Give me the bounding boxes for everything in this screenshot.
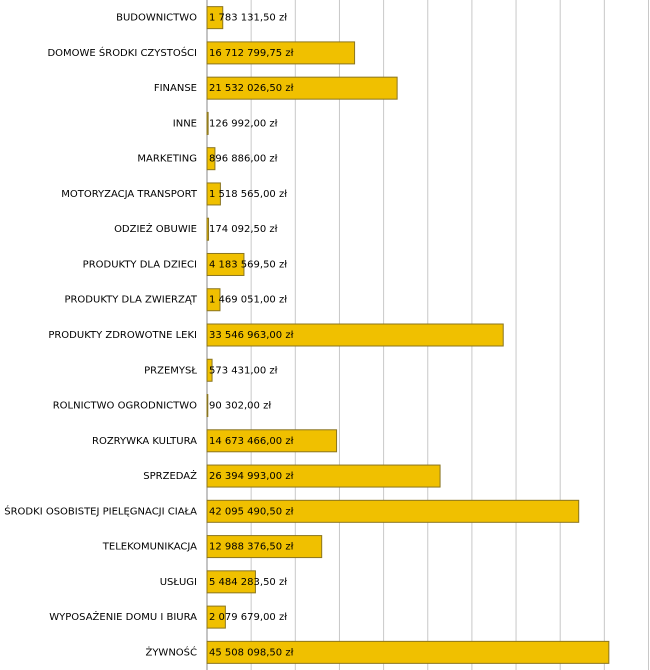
category-label: PRZEMYSŁ bbox=[144, 365, 197, 376]
value-label: 90 302,00 zł bbox=[209, 401, 271, 412]
category-label: ŚRODKI OSOBISTEJ PIELĘGNACJI CIAŁA bbox=[4, 504, 197, 517]
bar bbox=[206, 605, 226, 629]
category-label: FINANSE bbox=[154, 83, 197, 94]
category-label: ROLNICTWO OGRODNICTWO bbox=[53, 401, 197, 412]
category-label: PRODUKTY DLA DZIECI bbox=[83, 259, 197, 270]
category-label: PRODUKTY DLA ZWIERZĄT bbox=[64, 295, 197, 306]
bar bbox=[206, 252, 245, 276]
category-label: PRODUKTY ZDROWOTNE LEKI bbox=[48, 330, 197, 341]
value-label: 1 518 565,00 zł bbox=[209, 189, 287, 200]
value-label: 1 783 131,50 zł bbox=[209, 13, 287, 24]
category-label: SPRZEDAŻ bbox=[143, 469, 197, 482]
value-label: 126 992,00 zł bbox=[209, 118, 278, 129]
bar bbox=[206, 394, 209, 418]
category-label: INNE bbox=[173, 118, 197, 129]
bar bbox=[206, 429, 338, 453]
bar bbox=[206, 6, 224, 30]
bar bbox=[206, 570, 256, 594]
value-label: 1 469 051,00 zł bbox=[209, 295, 287, 306]
bar bbox=[206, 358, 213, 382]
value-label: 12 988 376,50 zł bbox=[209, 542, 294, 553]
bar bbox=[206, 182, 221, 206]
category-label: WYPOSAŻENIE DOMU I BIURA bbox=[49, 610, 197, 623]
value-label: 2 079 679,00 zł bbox=[209, 612, 287, 623]
bar bbox=[206, 499, 580, 523]
value-label: 42 095 490,50 zł bbox=[209, 506, 294, 517]
value-label: 573 431,00 zł bbox=[209, 365, 278, 376]
value-label: 45 508 098,50 zł bbox=[209, 647, 294, 658]
bar bbox=[206, 323, 504, 347]
category-label: USŁUGI bbox=[160, 577, 197, 588]
bar bbox=[206, 147, 216, 171]
value-label: 33 546 963,00 zł bbox=[209, 330, 294, 341]
bar bbox=[206, 288, 221, 312]
value-label: 16 712 799,75 zł bbox=[209, 48, 294, 59]
category-label: ROZRYWKA KULTURA bbox=[92, 436, 197, 447]
category-label: BUDOWNICTWO bbox=[116, 13, 197, 24]
category-label: TELEKOMUNIKACJA bbox=[102, 542, 197, 553]
bar bbox=[206, 76, 398, 100]
bar bbox=[206, 111, 209, 135]
category-label: DOMOWE ŚRODKI CZYSTOŚCI bbox=[47, 46, 197, 59]
category-label: MOTORYZACJA TRANSPORT bbox=[61, 189, 198, 200]
value-label: 896 886,00 zł bbox=[209, 154, 278, 165]
bar bbox=[206, 535, 323, 559]
value-label: 26 394 993,00 zł bbox=[209, 471, 294, 482]
category-label: ODZIEŻ OBUWIE bbox=[114, 222, 197, 235]
value-label: 174 092,50 zł bbox=[209, 224, 278, 235]
bar bbox=[206, 217, 210, 241]
bar bbox=[206, 640, 610, 664]
bar bbox=[206, 41, 356, 65]
bar bbox=[206, 464, 441, 488]
value-label: 4 183 569,50 zł bbox=[209, 259, 287, 270]
value-label: 21 532 026,50 zł bbox=[209, 83, 294, 94]
category-label: MARKETING bbox=[137, 154, 197, 165]
value-label: 14 673 466,00 zł bbox=[209, 436, 294, 447]
category-label: ŻYWNOŚĆ bbox=[145, 645, 197, 658]
value-label: 5 484 283,50 zł bbox=[209, 577, 287, 588]
